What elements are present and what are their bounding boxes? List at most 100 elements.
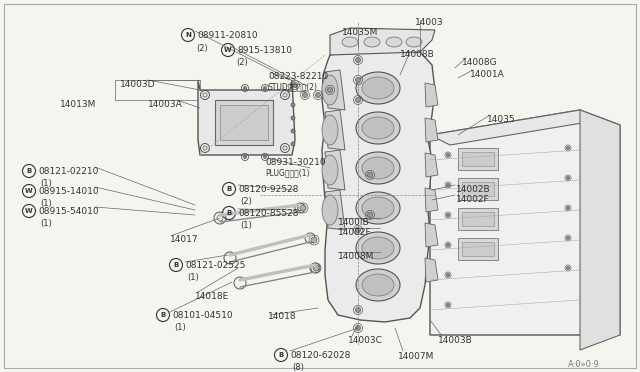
Bar bbox=[220, 105, 268, 140]
Text: 08120-85528: 08120-85528 bbox=[238, 209, 298, 218]
Ellipse shape bbox=[356, 152, 400, 184]
Text: 14001A: 14001A bbox=[470, 70, 505, 79]
Text: 08915-54010: 08915-54010 bbox=[38, 207, 99, 216]
Polygon shape bbox=[425, 258, 438, 282]
Text: 14018: 14018 bbox=[268, 312, 296, 321]
Text: 08915-14010: 08915-14010 bbox=[38, 187, 99, 196]
Ellipse shape bbox=[356, 112, 400, 144]
Circle shape bbox=[447, 244, 449, 247]
Text: STUDスタッド(2): STUDスタッド(2) bbox=[268, 82, 318, 91]
Text: (1): (1) bbox=[40, 179, 52, 188]
Ellipse shape bbox=[364, 37, 380, 47]
Bar bbox=[462, 212, 494, 226]
Text: 08911-20810: 08911-20810 bbox=[197, 31, 258, 40]
Circle shape bbox=[367, 212, 372, 218]
Text: 14002F: 14002F bbox=[456, 195, 490, 204]
Text: (2): (2) bbox=[196, 44, 208, 53]
Bar bbox=[462, 242, 494, 256]
Text: B: B bbox=[278, 352, 284, 358]
Circle shape bbox=[313, 265, 319, 271]
Circle shape bbox=[566, 147, 570, 150]
Polygon shape bbox=[325, 150, 345, 190]
Polygon shape bbox=[430, 110, 600, 145]
Bar bbox=[458, 238, 498, 260]
Circle shape bbox=[355, 308, 360, 312]
Text: 14003B: 14003B bbox=[438, 336, 473, 345]
Text: 14008M: 14008M bbox=[338, 252, 374, 261]
Text: 08120-92528: 08120-92528 bbox=[238, 185, 298, 194]
Ellipse shape bbox=[356, 192, 400, 224]
Polygon shape bbox=[330, 28, 435, 55]
Text: B: B bbox=[227, 210, 232, 216]
Ellipse shape bbox=[322, 155, 338, 185]
Polygon shape bbox=[425, 223, 438, 247]
Text: (1): (1) bbox=[40, 199, 52, 208]
Circle shape bbox=[566, 176, 570, 180]
Bar bbox=[458, 148, 498, 170]
Text: B: B bbox=[227, 186, 232, 192]
Circle shape bbox=[566, 266, 570, 269]
Circle shape bbox=[291, 142, 295, 146]
Circle shape bbox=[303, 93, 307, 97]
Ellipse shape bbox=[356, 72, 400, 104]
Polygon shape bbox=[322, 48, 435, 322]
Text: 14035M: 14035M bbox=[342, 28, 378, 37]
Text: 14002F: 14002F bbox=[338, 228, 372, 237]
Polygon shape bbox=[580, 110, 620, 350]
Polygon shape bbox=[325, 70, 345, 110]
Circle shape bbox=[447, 183, 449, 186]
Circle shape bbox=[355, 326, 360, 330]
Polygon shape bbox=[325, 110, 345, 150]
Text: PLUGプラグ(1): PLUGプラグ(1) bbox=[265, 168, 310, 177]
Polygon shape bbox=[425, 118, 438, 142]
Circle shape bbox=[311, 237, 317, 243]
Circle shape bbox=[291, 103, 295, 107]
Text: 14007M: 14007M bbox=[398, 352, 435, 361]
Text: (2): (2) bbox=[240, 197, 252, 206]
Text: W: W bbox=[25, 208, 33, 214]
Circle shape bbox=[355, 58, 360, 62]
Ellipse shape bbox=[356, 232, 400, 264]
Text: B: B bbox=[173, 262, 179, 268]
Text: 14017: 14017 bbox=[170, 235, 198, 244]
Circle shape bbox=[355, 228, 360, 232]
Circle shape bbox=[447, 154, 449, 157]
Bar bbox=[462, 182, 494, 196]
Circle shape bbox=[264, 87, 266, 90]
Ellipse shape bbox=[362, 197, 394, 219]
Circle shape bbox=[291, 129, 295, 133]
Text: 14003: 14003 bbox=[415, 18, 444, 27]
Bar bbox=[458, 178, 498, 200]
Ellipse shape bbox=[362, 157, 394, 179]
Text: 1400lB: 1400lB bbox=[338, 218, 370, 227]
Circle shape bbox=[292, 83, 298, 87]
Bar bbox=[462, 152, 494, 166]
Text: 8915-13810: 8915-13810 bbox=[237, 46, 292, 55]
Polygon shape bbox=[198, 80, 295, 155]
Circle shape bbox=[447, 214, 449, 217]
Text: 08223-82210: 08223-82210 bbox=[268, 72, 328, 81]
Ellipse shape bbox=[362, 117, 394, 139]
Text: W: W bbox=[25, 188, 33, 194]
Ellipse shape bbox=[322, 75, 338, 105]
Circle shape bbox=[566, 237, 570, 240]
Ellipse shape bbox=[322, 115, 338, 145]
Circle shape bbox=[367, 173, 372, 177]
Text: A·0»0·9: A·0»0·9 bbox=[568, 360, 600, 369]
Circle shape bbox=[243, 155, 246, 158]
Text: (8): (8) bbox=[292, 363, 304, 372]
Polygon shape bbox=[425, 153, 438, 177]
Text: (1): (1) bbox=[174, 323, 186, 332]
Polygon shape bbox=[425, 188, 438, 212]
Text: B: B bbox=[26, 168, 31, 174]
Circle shape bbox=[447, 304, 449, 307]
Text: 14002B: 14002B bbox=[456, 185, 491, 194]
Ellipse shape bbox=[356, 269, 400, 301]
Polygon shape bbox=[430, 110, 620, 335]
Text: 08931-30210: 08931-30210 bbox=[265, 158, 326, 167]
Circle shape bbox=[355, 77, 360, 83]
Text: 14018E: 14018E bbox=[195, 292, 229, 301]
Text: 08120-62028: 08120-62028 bbox=[290, 351, 350, 360]
Circle shape bbox=[300, 205, 306, 211]
Text: 08121-02210: 08121-02210 bbox=[38, 167, 99, 176]
